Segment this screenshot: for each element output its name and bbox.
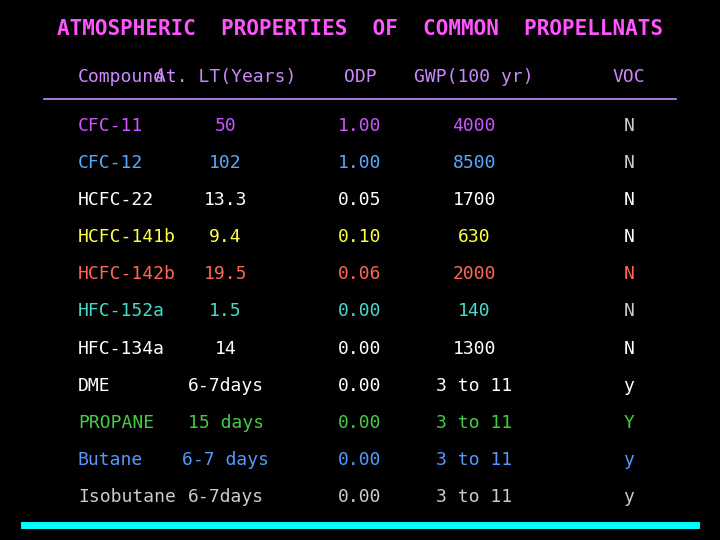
Text: y: y: [624, 451, 634, 469]
Text: 0.05: 0.05: [338, 191, 382, 209]
Text: Butane: Butane: [78, 451, 143, 469]
Text: CFC-12: CFC-12: [78, 154, 143, 172]
Text: 0.00: 0.00: [338, 340, 382, 357]
Text: 1.5: 1.5: [210, 302, 242, 320]
Text: 0.00: 0.00: [338, 302, 382, 320]
Text: HFC-134a: HFC-134a: [78, 340, 165, 357]
Text: 8500: 8500: [452, 154, 496, 172]
Text: 19.5: 19.5: [204, 265, 248, 284]
Text: At. LT(Years): At. LT(Years): [155, 68, 297, 85]
Text: 50: 50: [215, 117, 236, 134]
Text: 1.00: 1.00: [338, 154, 382, 172]
Text: 102: 102: [210, 154, 242, 172]
Text: 9.4: 9.4: [210, 228, 242, 246]
Text: N: N: [624, 154, 634, 172]
Text: 6-7 days: 6-7 days: [182, 451, 269, 469]
Text: N: N: [624, 117, 634, 134]
Text: Isobutane: Isobutane: [78, 488, 176, 507]
Text: ODP: ODP: [343, 68, 377, 85]
Text: N: N: [624, 302, 634, 320]
Text: 14: 14: [215, 340, 236, 357]
Text: 1700: 1700: [452, 191, 496, 209]
Text: 6-7days: 6-7days: [187, 377, 264, 395]
Text: 0.00: 0.00: [338, 488, 382, 507]
Text: 3 to 11: 3 to 11: [436, 451, 513, 469]
Text: N: N: [624, 191, 634, 209]
Text: 0.00: 0.00: [338, 377, 382, 395]
Text: 0.00: 0.00: [338, 414, 382, 432]
Text: y: y: [624, 488, 634, 507]
Text: 4000: 4000: [452, 117, 496, 134]
Text: y: y: [624, 377, 634, 395]
Text: N: N: [624, 265, 634, 284]
Text: HCFC-22: HCFC-22: [78, 191, 154, 209]
Text: HCFC-141b: HCFC-141b: [78, 228, 176, 246]
Text: 1.00: 1.00: [338, 117, 382, 134]
Text: 3 to 11: 3 to 11: [436, 414, 513, 432]
Text: PROPANE: PROPANE: [78, 414, 154, 432]
Text: ATMOSPHERIC  PROPERTIES  OF  COMMON  PROPELLNATS: ATMOSPHERIC PROPERTIES OF COMMON PROPELL…: [57, 19, 663, 39]
Text: 0.00: 0.00: [338, 451, 382, 469]
Text: 6-7days: 6-7days: [187, 488, 264, 507]
Text: 140: 140: [458, 302, 490, 320]
Text: 2000: 2000: [452, 265, 496, 284]
Text: Compound: Compound: [78, 68, 165, 85]
Text: 0.06: 0.06: [338, 265, 382, 284]
Text: CFC-11: CFC-11: [78, 117, 143, 134]
Text: 3 to 11: 3 to 11: [436, 488, 513, 507]
Text: 0.10: 0.10: [338, 228, 382, 246]
Text: Y: Y: [624, 414, 634, 432]
Text: N: N: [624, 340, 634, 357]
Text: 630: 630: [458, 228, 490, 246]
Text: HCFC-142b: HCFC-142b: [78, 265, 176, 284]
Text: 13.3: 13.3: [204, 191, 248, 209]
Text: N: N: [624, 228, 634, 246]
Text: DME: DME: [78, 377, 110, 395]
Text: 1300: 1300: [452, 340, 496, 357]
Text: 15 days: 15 days: [187, 414, 264, 432]
Text: VOC: VOC: [613, 68, 645, 85]
Text: HFC-152a: HFC-152a: [78, 302, 165, 320]
Text: 3 to 11: 3 to 11: [436, 377, 513, 395]
Text: GWP(100 yr): GWP(100 yr): [415, 68, 534, 85]
